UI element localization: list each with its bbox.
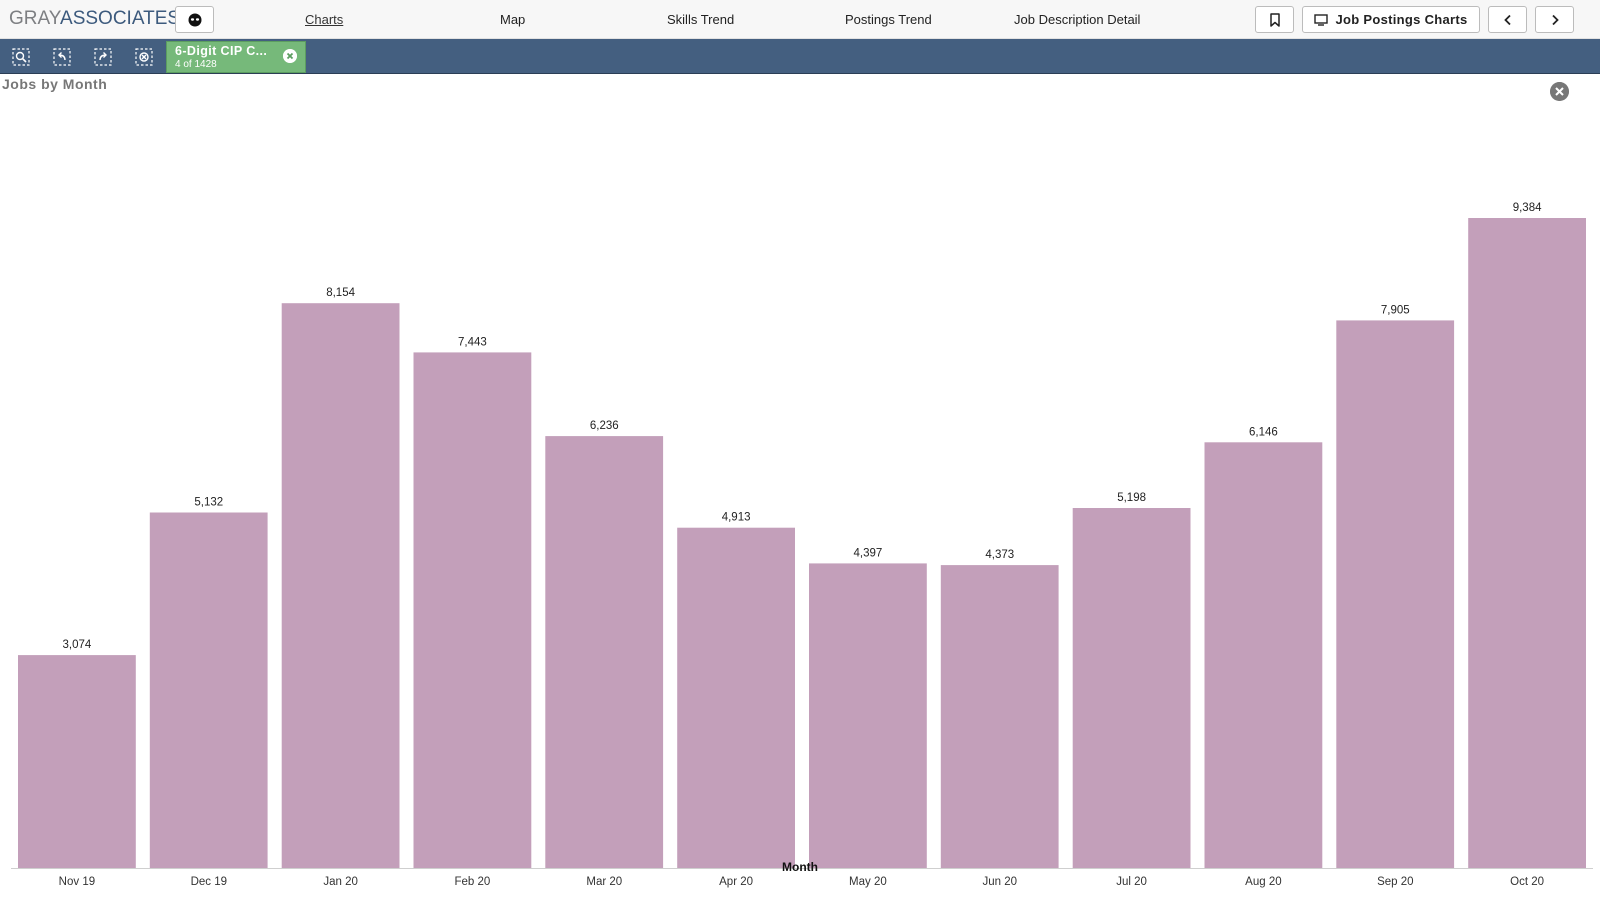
bar-jul-20[interactable]: [1072, 508, 1191, 868]
data-label: 4,397: [854, 547, 883, 559]
bar-jun-20[interactable]: [940, 565, 1059, 868]
bar-mar-20[interactable]: [545, 436, 664, 868]
step-forward-icon[interactable]: [94, 48, 112, 66]
bar-nov-19[interactable]: [18, 655, 136, 868]
bar-jan-20[interactable]: [281, 303, 400, 868]
data-label: 3,074: [63, 639, 92, 651]
x-tick-label: Nov 19: [59, 876, 95, 888]
sheet-selector-label: Job Postings Charts: [1335, 12, 1468, 27]
tab-postings-trend[interactable]: Postings Trend: [845, 12, 932, 27]
x-axis-title: Month: [782, 860, 818, 874]
x-tick-label: Feb 20: [454, 876, 490, 888]
x-tick-label: Mar 20: [586, 876, 622, 888]
selection-chip-label: 6-Digit CIP C...: [175, 44, 268, 58]
x-tick-label: Apr 20: [719, 876, 753, 888]
tab-skills-trend[interactable]: Skills Trend: [667, 12, 735, 27]
selections-bar: 6-Digit CIP C... 4 of 1428: [0, 39, 1600, 74]
close-panel-icon[interactable]: [1550, 82, 1569, 101]
sheet-icon: [1314, 13, 1329, 26]
data-label: 7,905: [1381, 304, 1410, 316]
x-tick-label: May 20: [849, 876, 887, 888]
tab-map[interactable]: Map: [500, 12, 526, 27]
previous-sheet-button[interactable]: [1488, 6, 1527, 33]
mask-icon: [188, 13, 201, 26]
bar-apr-20[interactable]: [677, 527, 795, 868]
bar-feb-20[interactable]: [413, 352, 532, 868]
bar-may-20[interactable]: [809, 563, 927, 868]
x-tick-label: Sep 20: [1377, 876, 1413, 888]
selection-chip[interactable]: 6-Digit CIP C... 4 of 1428: [166, 41, 306, 73]
data-label: 6,236: [590, 420, 619, 432]
bar-dec-19[interactable]: [149, 512, 268, 869]
global-menu-button[interactable]: [175, 6, 214, 33]
chevron-left-icon: [1503, 14, 1511, 25]
x-tick-label: Aug 20: [1245, 876, 1281, 888]
x-tick-label: Jul 20: [1116, 876, 1147, 888]
top-toolbar: GRAYASSOCIATES Charts Map Skills Trend P…: [0, 0, 1600, 39]
data-label: 8,154: [326, 287, 355, 299]
data-label: 5,198: [1117, 492, 1146, 504]
x-tick-label: Jan 20: [323, 876, 358, 888]
clear-all-selections-icon[interactable]: [135, 48, 153, 66]
grayassociates-logo: GRAYASSOCIATES: [9, 8, 180, 30]
logo-text-gray: GRAY: [9, 8, 61, 29]
panel-title: Jobs by Month: [2, 76, 108, 92]
data-label: 6,146: [1249, 426, 1278, 438]
bar-aug-20[interactable]: [1204, 442, 1323, 868]
tab-charts[interactable]: Charts: [305, 12, 344, 27]
x-tick-label: Jun 20: [983, 876, 1018, 888]
data-label: 4,913: [722, 512, 751, 524]
data-label: 5,132: [194, 497, 223, 509]
step-back-icon[interactable]: [53, 48, 71, 66]
data-label: 9,384: [1513, 202, 1542, 214]
bar-oct-20[interactable]: [1468, 218, 1586, 868]
next-sheet-button[interactable]: [1535, 6, 1574, 33]
sheet-selector-button[interactable]: Job Postings Charts: [1302, 6, 1480, 33]
data-label: 7,443: [458, 336, 487, 348]
bar-sep-20[interactable]: [1336, 320, 1455, 868]
x-tick-label: Oct 20: [1510, 876, 1544, 888]
chevron-right-icon: [1551, 14, 1559, 25]
bookmark-button[interactable]: [1255, 6, 1294, 33]
clear-selection-icon[interactable]: [283, 49, 297, 63]
selection-chip-count: 4 of 1428: [175, 59, 217, 70]
smart-search-icon[interactable]: [12, 48, 30, 66]
logo-text-associates: ASSOCIATES: [60, 8, 181, 29]
x-tick-label: Dec 19: [191, 876, 227, 888]
data-label: 4,373: [985, 549, 1014, 561]
bookmark-icon: [1269, 12, 1280, 27]
tab-job-description-detail[interactable]: Job Description Detail: [1014, 12, 1141, 27]
